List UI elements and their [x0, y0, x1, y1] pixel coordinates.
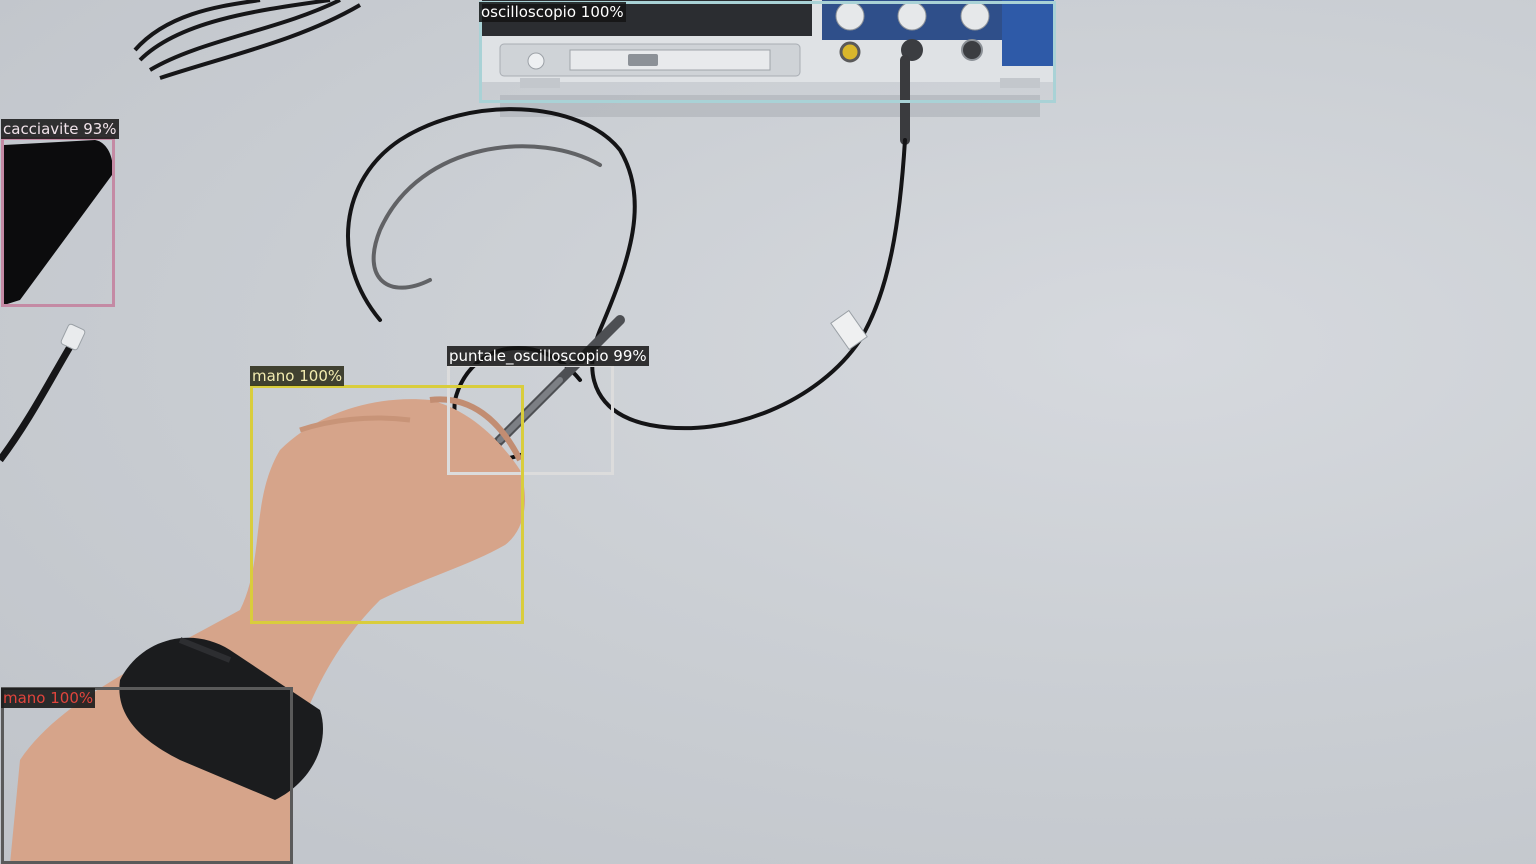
detection-label: mano 100% [1, 688, 96, 708]
detection-box-oscilloscope: oscilloscopio 100% [479, 1, 1056, 103]
wristwatch [119, 637, 323, 800]
detection-label: cacciavite 93% [1, 119, 119, 139]
detection-box-probe: puntale_oscilloscopio 99% [447, 346, 649, 475]
detection-box-hand: mano 100% [1, 687, 293, 864]
detection-box-screwdriver: cacciavite 93% [1, 119, 119, 307]
detection-box-hand: mano 100% [250, 366, 524, 624]
oscilloscope-probe [473, 315, 625, 467]
dark-device [4, 140, 113, 305]
cable-tag [830, 309, 868, 351]
detection-label: puntale_oscilloscopio 99% [447, 346, 649, 366]
usb-cable [0, 323, 86, 463]
detection-label: oscilloscopio 100% [479, 2, 626, 22]
detection-label: mano 100% [250, 366, 345, 386]
coiled-cable [133, 0, 362, 80]
